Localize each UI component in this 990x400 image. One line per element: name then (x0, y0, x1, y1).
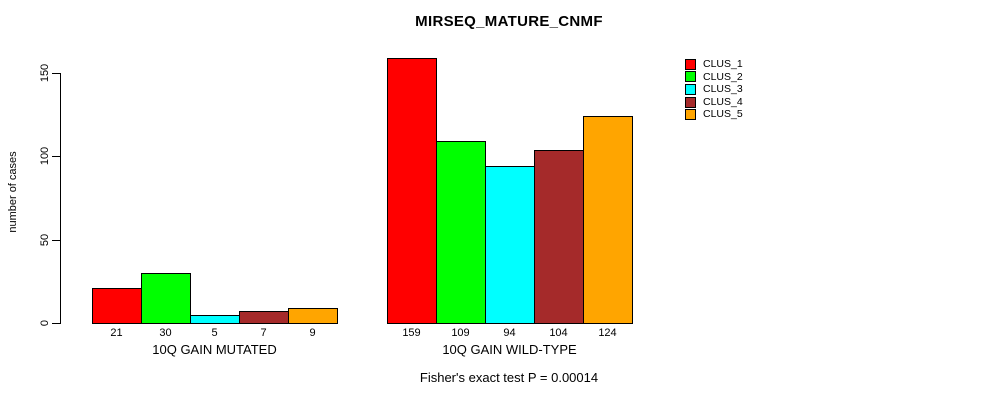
y-axis-tick (52, 240, 60, 241)
legend-label: CLUS_2 (703, 70, 743, 83)
bar-value-label: 5 (211, 327, 218, 339)
y-axis-line (60, 73, 61, 324)
bar-clus_4 (534, 150, 584, 324)
legend-swatch (685, 96, 696, 108)
group-label: 10Q GAIN WILD-TYPE (442, 342, 577, 357)
legend-item: CLUS_4 (685, 96, 743, 109)
group-label: 10Q GAIN MUTATED (152, 342, 277, 357)
legend-swatch (685, 58, 696, 70)
bar-clus_4 (239, 311, 289, 324)
bar-value-label: 109 (451, 327, 470, 339)
bar-value-label: 21 (110, 327, 123, 339)
bar-value-label: 124 (598, 327, 617, 339)
bar-clus_2 (141, 273, 191, 324)
bar-clus_5 (583, 116, 633, 324)
bar-value-label: 9 (309, 327, 316, 339)
y-axis-tick-label: 150 (39, 63, 51, 83)
p-value-annotation: Fisher's exact test P = 0.00014 (419, 370, 599, 385)
bar-value-label: 159 (402, 327, 421, 339)
y-axis-tick-label: 0 (39, 319, 51, 327)
bar-value-label: 7 (260, 327, 267, 339)
legend-item: CLUS_3 (685, 83, 743, 96)
legend-item: CLUS_1 (685, 58, 743, 71)
bar-clus_5 (288, 308, 338, 324)
y-axis-tick (52, 73, 60, 74)
bar-value-label: 30 (159, 327, 172, 339)
bar-clus_3 (485, 166, 535, 324)
y-axis-tick-label: 50 (39, 233, 51, 247)
legend-label: CLUS_4 (703, 95, 743, 108)
legend-swatch (685, 71, 696, 83)
y-axis-tick-label: 100 (39, 146, 51, 166)
y-axis-label: number of cases (7, 151, 19, 233)
legend-swatch (685, 83, 696, 95)
legend-label: CLUS_5 (703, 108, 743, 121)
legend-item: CLUS_2 (685, 71, 743, 84)
bar-clus_1 (387, 58, 437, 324)
chart-title: MIRSEQ_MATURE_CNMF (415, 13, 603, 30)
y-axis-tick (52, 323, 60, 324)
legend-label: CLUS_3 (703, 83, 743, 96)
y-axis-tick (52, 156, 60, 157)
bar-value-label: 104 (549, 327, 568, 339)
legend-swatch (685, 109, 696, 121)
legend-item: CLUS_5 (685, 108, 743, 121)
bar-clus_2 (436, 141, 486, 324)
legend: CLUS_1 CLUS_2 CLUS_3 CLUS_4 CLUS_5 (685, 58, 743, 121)
bar-clus_1 (92, 288, 142, 324)
legend-label: CLUS_1 (703, 58, 743, 71)
bar-clus_3 (190, 315, 240, 324)
bar-value-label: 94 (503, 327, 516, 339)
